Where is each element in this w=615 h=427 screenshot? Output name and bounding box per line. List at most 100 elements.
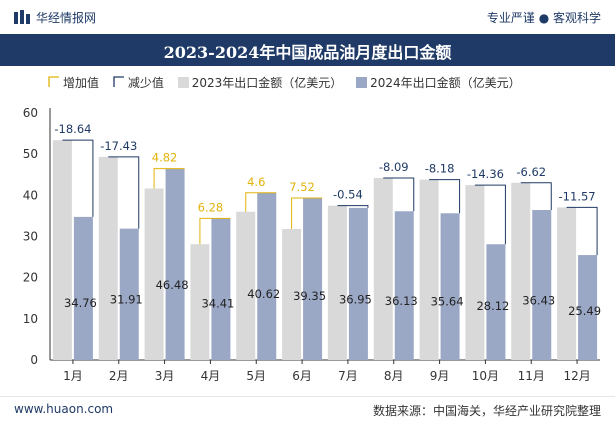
value-label-2024: 36.43 <box>522 294 555 308</box>
change-bracket <box>291 197 323 229</box>
legend-label-decrease: 减少值 <box>127 75 164 90</box>
legend-item-2023: 2023年出口金额（亿美元） <box>177 74 343 92</box>
x-tick-label: 12月 <box>563 369 590 383</box>
legend-label-2024: 2024年出口金额（亿美元） <box>370 76 521 90</box>
value-label-2024: 35.64 <box>431 295 464 309</box>
x-tick-label: 3月 <box>155 369 175 383</box>
y-tick-label: 20 <box>23 271 38 285</box>
x-tick-label: 6月 <box>292 369 312 383</box>
bar-2024 <box>440 213 460 360</box>
value-label-2024: 39.35 <box>293 289 326 303</box>
legend-item-increase: 增加值 <box>48 73 99 91</box>
x-tick-label: 10月 <box>472 369 499 383</box>
bar-2024 <box>211 218 231 360</box>
change-label: -8.09 <box>379 160 409 174</box>
bar-2023 <box>511 182 531 360</box>
legend-2023-swatch <box>177 77 189 88</box>
title-band <box>0 34 615 66</box>
change-bracket <box>199 217 231 245</box>
bar-2023 <box>236 211 256 360</box>
change-bracket <box>520 182 552 211</box>
top-bar: 华经情报网 专业严谨 ● 客观科学 <box>0 0 615 34</box>
change-label: -18.64 <box>54 122 91 136</box>
legend-label-increase: 增加值 <box>63 75 100 90</box>
change-label: -14.36 <box>467 167 504 181</box>
bar-2023 <box>144 188 164 360</box>
bar-chart: 0 10 20 30 40 50 60 -18.64 34.76 1月 -17.43 31.91 2月 4… <box>23 106 601 383</box>
y-tick-label: 50 <box>23 147 38 161</box>
y-tick-label: 40 <box>23 188 38 202</box>
change-label: 4.82 <box>152 151 178 165</box>
bar-2024 <box>303 198 323 360</box>
change-label: 6.28 <box>198 200 224 214</box>
legend-item-2024: 2024年出口金额（亿美元） <box>356 74 521 92</box>
y-tick-label: 10 <box>23 312 38 326</box>
bar-2024 <box>348 207 368 360</box>
value-label-2024: 25.49 <box>568 304 601 318</box>
value-label-2024: 31.91 <box>110 293 143 307</box>
footer-divider <box>0 396 615 397</box>
change-bracket <box>108 156 140 229</box>
y-tick-label: 60 <box>23 106 38 120</box>
change-bracket <box>62 139 94 217</box>
legend-2024-swatch <box>356 77 368 88</box>
bar-2023 <box>98 156 118 360</box>
footer-website: www.huaon.com <box>14 402 114 416</box>
bar-2023 <box>419 179 439 360</box>
x-tick-label: 7月 <box>338 369 358 383</box>
bar-2024 <box>394 211 414 360</box>
bar-2024 <box>532 210 552 360</box>
bar-2024 <box>578 255 598 360</box>
x-tick-label: 1月 <box>63 369 83 383</box>
brand-name: 华经情报网 <box>36 11 97 25</box>
bar-2023 <box>557 207 577 360</box>
bar-2024 <box>486 244 506 360</box>
footer-source: 数据来源：中国海关，华经产业研究院整理 <box>372 404 601 418</box>
change-label: 4.6 <box>247 175 265 189</box>
legend-increase-icon <box>48 76 59 87</box>
x-tick-label: 5月 <box>246 369 266 383</box>
bar-2023 <box>465 185 485 360</box>
change-bracket <box>337 205 369 208</box>
change-bracket <box>383 177 415 212</box>
x-tick-label: 11月 <box>518 369 545 383</box>
bar-2023 <box>190 244 210 360</box>
change-label: -11.57 <box>559 189 596 203</box>
legend-decrease-icon <box>113 76 124 87</box>
bar-2023 <box>282 228 302 360</box>
x-tick-label: 2月 <box>109 369 129 383</box>
value-label-2024: 28.12 <box>476 299 509 313</box>
bar-2024 <box>73 216 93 360</box>
x-tick-label: 9月 <box>430 369 450 383</box>
legend-item-decrease: 减少值 <box>113 73 164 91</box>
bar-2023 <box>327 205 347 360</box>
x-tick-label: 4月 <box>201 369 221 383</box>
value-label-2024: 36.13 <box>385 294 418 308</box>
value-label-2024: 34.41 <box>201 297 234 311</box>
bar-2023 <box>373 177 393 360</box>
value-label-2024: 36.95 <box>339 293 372 307</box>
value-label-2024: 40.62 <box>247 287 280 301</box>
value-label-2024: 46.48 <box>156 278 189 292</box>
change-bracket <box>245 192 277 212</box>
change-bracket <box>566 206 598 256</box>
value-label-2024: 34.76 <box>64 296 97 310</box>
change-bracket <box>153 168 185 189</box>
change-label: 7.52 <box>289 180 315 194</box>
bar-2023 <box>52 140 72 360</box>
bar-2024 <box>165 168 185 360</box>
chart-legend: 增加值 减少值 2023年出口金额（亿美元） 2024年出口金额（亿美元） <box>48 73 531 91</box>
change-label: -0.54 <box>333 188 363 202</box>
bar-2024 <box>119 228 139 360</box>
change-label: -8.18 <box>425 162 455 176</box>
tagline: 专业严谨 ● 客观科学 <box>486 11 601 25</box>
bar-2024 <box>257 192 277 360</box>
y-tick-label: 30 <box>23 230 38 244</box>
change-label: -6.62 <box>516 165 546 179</box>
x-tick-label: 8月 <box>384 369 404 383</box>
legend-label-2023: 2023年出口金额（亿美元） <box>191 76 343 90</box>
logo-icon <box>14 10 30 24</box>
y-tick-label: 0 <box>30 353 38 367</box>
change-label: -17.43 <box>100 139 137 153</box>
change-bracket <box>474 184 506 245</box>
